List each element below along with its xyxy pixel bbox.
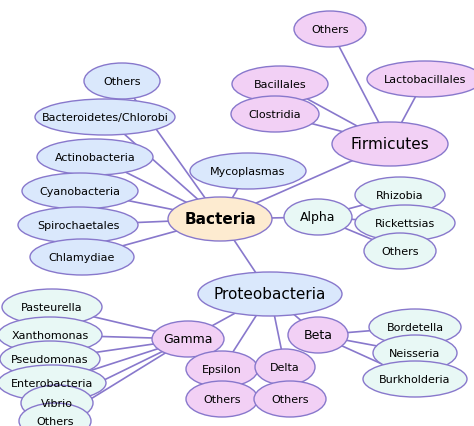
Ellipse shape [21,385,93,421]
Ellipse shape [369,309,461,345]
Ellipse shape [373,335,457,371]
Text: Pseudomonas: Pseudomonas [11,354,89,364]
Text: Vibrio: Vibrio [41,398,73,408]
Text: Rhizobia: Rhizobia [376,190,424,201]
Text: Bacillales: Bacillales [254,80,306,90]
Text: Bacteria: Bacteria [184,212,256,227]
Ellipse shape [84,64,160,100]
Text: Pasteurella: Pasteurella [21,302,83,312]
Ellipse shape [284,199,352,236]
Text: Others: Others [381,246,419,256]
Ellipse shape [294,12,366,48]
Text: Mycoplasmas: Mycoplasmas [210,167,286,177]
Text: Bacteroidetes/Chlorobi: Bacteroidetes/Chlorobi [42,113,168,123]
Ellipse shape [22,173,138,210]
Text: Firmicutes: Firmicutes [351,137,429,152]
Text: Beta: Beta [303,329,332,342]
Ellipse shape [254,381,326,417]
Ellipse shape [152,321,224,357]
Text: Others: Others [103,77,141,87]
Ellipse shape [0,317,102,353]
Text: Clostridia: Clostridia [249,110,301,120]
Ellipse shape [198,272,342,316]
Ellipse shape [231,97,319,132]
Text: Actinobacteria: Actinobacteria [55,153,136,163]
Text: Cyanobacteria: Cyanobacteria [39,187,120,196]
Ellipse shape [35,100,175,136]
Ellipse shape [186,381,258,417]
Text: Rickettsias: Rickettsias [375,219,435,228]
Text: Xanthomonas: Xanthomonas [11,330,89,340]
Ellipse shape [18,207,138,243]
Ellipse shape [190,154,306,190]
Ellipse shape [367,62,474,98]
Ellipse shape [0,365,106,401]
Text: Others: Others [271,394,309,404]
Text: Others: Others [311,25,349,35]
Text: Alpha: Alpha [300,211,336,224]
Text: Others: Others [203,394,241,404]
Text: Enterobacteria: Enterobacteria [11,378,93,388]
Text: Chlamydiae: Chlamydiae [49,253,115,262]
Text: Neisseria: Neisseria [389,348,441,358]
Text: Bordetella: Bordetella [386,322,444,332]
Ellipse shape [30,239,134,275]
Text: Gamma: Gamma [163,333,213,345]
Text: Spirochaetales: Spirochaetales [37,221,119,230]
Ellipse shape [332,123,448,167]
Ellipse shape [37,140,153,176]
Ellipse shape [355,205,455,242]
Ellipse shape [168,198,272,242]
Ellipse shape [19,403,91,426]
Ellipse shape [232,67,328,103]
Text: Epsilon: Epsilon [202,364,242,374]
Text: Delta: Delta [270,362,300,372]
Ellipse shape [363,361,467,397]
Ellipse shape [186,351,258,387]
Ellipse shape [2,289,102,325]
Text: Burkholderia: Burkholderia [379,374,451,384]
Text: Lactobacillales: Lactobacillales [384,75,466,85]
Text: Others: Others [36,416,74,426]
Text: Proteobacteria: Proteobacteria [214,287,326,302]
Ellipse shape [255,349,315,385]
Ellipse shape [364,233,436,269]
Ellipse shape [0,341,100,377]
Ellipse shape [288,317,348,353]
Ellipse shape [355,178,445,213]
